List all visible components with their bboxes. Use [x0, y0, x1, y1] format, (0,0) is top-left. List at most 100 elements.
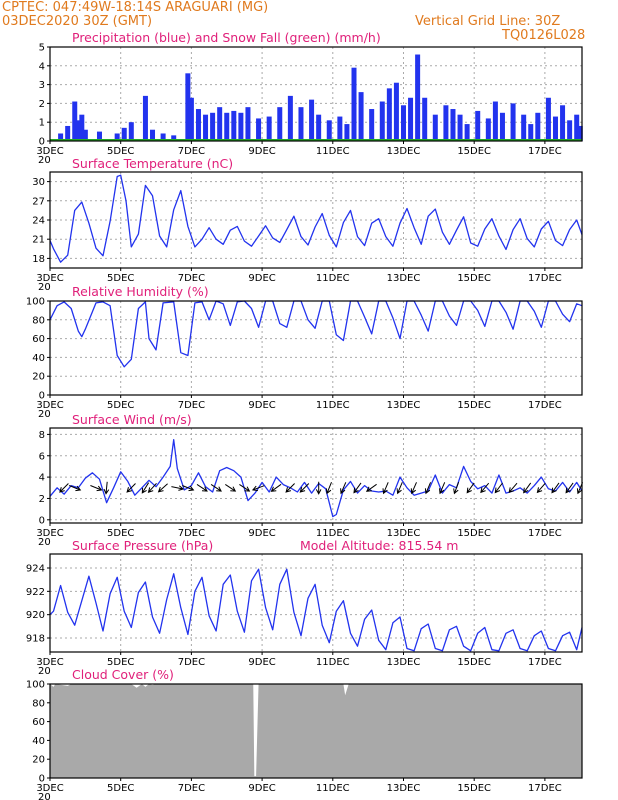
y-tick-label: 4 — [39, 473, 45, 484]
x-tick-label: 5DEC — [107, 400, 134, 411]
y-tick-label: 5 — [39, 43, 45, 54]
wind-vector-arrow — [325, 482, 332, 495]
y-tick-label: 21 — [32, 235, 45, 246]
y-tick-label: 80 — [32, 698, 45, 709]
x-tick-label: 13DEC — [387, 783, 421, 794]
precip-bar — [238, 112, 244, 141]
wind-vector-arrow — [565, 482, 574, 494]
wind-vector-arrow — [365, 483, 377, 492]
x-tick-label: 3DEC — [36, 528, 63, 539]
wind-vector-arrow — [340, 482, 347, 495]
x-tick-label: 5DEC — [107, 528, 134, 539]
precip-bar — [298, 107, 304, 141]
y-tick-label: 0 — [39, 774, 45, 785]
wind-vector-arrow — [466, 482, 475, 494]
precip-bar — [210, 112, 216, 141]
y-tick-label: 20 — [32, 755, 45, 766]
y-tick-label: 20 — [32, 372, 45, 383]
precip-bar — [415, 54, 421, 141]
header-code: TQ0126L028 — [502, 28, 586, 43]
header-grid-note: Vertical Grid Line: 30Z — [415, 14, 561, 29]
header-station: CPTEC: 047:49W-18:14S ARAGUARI (MG) — [2, 0, 269, 15]
y-tick-label: 2 — [39, 99, 45, 110]
precip-bar — [195, 109, 201, 141]
panel-frame — [49, 683, 583, 779]
precip-bar — [217, 107, 223, 141]
cloud-title: Cloud Cover (%) — [72, 667, 174, 682]
panel-precip: 3DEC 5DEC 7DEC 9DEC 11DEC 13DEC 15DEC 17DEC 20 0 1… — [36, 30, 583, 166]
temp-title: Surface Temperature (nC) — [72, 156, 233, 171]
wind-vector-arrow — [270, 483, 282, 492]
panel-pres: 3DEC 5DEC 7DEC 9DEC 11DEC 13DEC 15DEC 17DEC 20 91… — [26, 538, 583, 677]
precip-bar — [142, 95, 148, 141]
x-tick-label: 3DEC — [36, 146, 63, 157]
panel-frame — [49, 46, 583, 142]
x-tick-label: 15DEC — [457, 146, 491, 157]
precip-bar — [560, 105, 566, 141]
y-tick-label: 30 — [32, 177, 45, 188]
y-tick-label: 60 — [32, 717, 45, 728]
y-tick-label: 40 — [32, 353, 45, 364]
x-tick-label: 3DEC — [36, 400, 63, 411]
y-tick-label: 100 — [26, 297, 45, 308]
wind-vector-arrow — [480, 482, 490, 494]
precip-bar — [450, 109, 456, 141]
pres-subtitle: Model Altitude: 815.54 m — [300, 538, 458, 553]
precip-bar — [464, 124, 470, 141]
wind-vector-arrow — [508, 482, 518, 494]
precip-bar — [499, 112, 505, 141]
y-tick-label: 918 — [26, 634, 45, 645]
x-tick-label: 5DEC — [107, 783, 134, 794]
y-tick-label: 40 — [32, 736, 45, 747]
temp-series-line — [49, 174, 583, 263]
wind-vector-arrow — [239, 483, 251, 492]
precip-bar — [393, 82, 399, 141]
wind-vector-arrow — [536, 482, 546, 494]
wind-vector-arrow — [69, 485, 82, 492]
x-tick-label: 3DEC — [36, 783, 63, 794]
x-tick-label: 7DEC — [178, 783, 205, 794]
y-tick-label: 8 — [39, 430, 45, 441]
x-tick-label: 5DEC — [107, 273, 134, 284]
x-tick-label: 7DEC — [178, 273, 205, 284]
precip-bar — [492, 101, 498, 141]
y-tick-label: 27 — [32, 196, 45, 207]
wind-vector-arrow — [182, 485, 195, 492]
x-tick-label: 17DEC — [528, 657, 562, 668]
x-tick-label: 5DEC — [107, 657, 134, 668]
wind-title: Surface Wind (m/s) — [72, 412, 192, 427]
wind-vector-arrow — [126, 483, 136, 493]
precip-bar — [58, 133, 64, 141]
x-tick-label: 5DEC — [107, 146, 134, 157]
x-tick-label: 11DEC — [316, 400, 350, 411]
wind-vector-arrow — [90, 485, 103, 492]
x-tick-label: 11DEC — [316, 657, 350, 668]
wind-vector-arrow — [103, 481, 110, 495]
wind-vector-arrow — [285, 483, 295, 493]
y-tick-label: 3 — [39, 80, 45, 91]
panel-frame — [49, 553, 583, 653]
precip-bar — [224, 112, 230, 141]
x-tick-label: 17DEC — [528, 528, 562, 539]
x-tick-label: 7DEC — [178, 146, 205, 157]
precip-bar — [326, 120, 332, 141]
x-tick-label: 17DEC — [528, 146, 562, 157]
x-tick-label: 11DEC — [316, 273, 350, 284]
y-tick-label: 1 — [39, 118, 45, 129]
x-tick-label: 17DEC — [528, 400, 562, 411]
wind-vector-arrow — [494, 482, 503, 494]
precip-bar — [528, 124, 534, 141]
year-label: 20 — [38, 792, 51, 800]
x-tick-label: 9DEC — [248, 783, 275, 794]
y-tick-label: 80 — [32, 315, 45, 326]
precip-bar — [231, 110, 237, 141]
precip-bar — [344, 124, 350, 141]
y-tick-label: 0 — [39, 515, 45, 526]
precip-bar — [185, 73, 191, 141]
precip-title: Precipitation (blue) and Snow Fall (gree… — [72, 30, 381, 45]
precip-bar — [358, 92, 364, 141]
precip-bar — [574, 114, 580, 141]
y-tick-label: 24 — [32, 216, 45, 227]
year-label: 20 — [38, 537, 51, 548]
x-tick-label: 15DEC — [457, 400, 491, 411]
